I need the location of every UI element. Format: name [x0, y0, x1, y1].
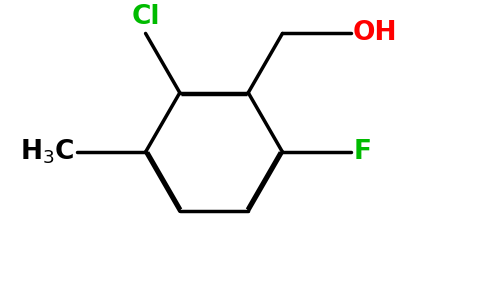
Text: F: F	[354, 139, 372, 165]
Text: Cl: Cl	[131, 4, 160, 30]
Text: H$_3$C: H$_3$C	[20, 138, 74, 166]
Text: OH: OH	[353, 20, 397, 46]
